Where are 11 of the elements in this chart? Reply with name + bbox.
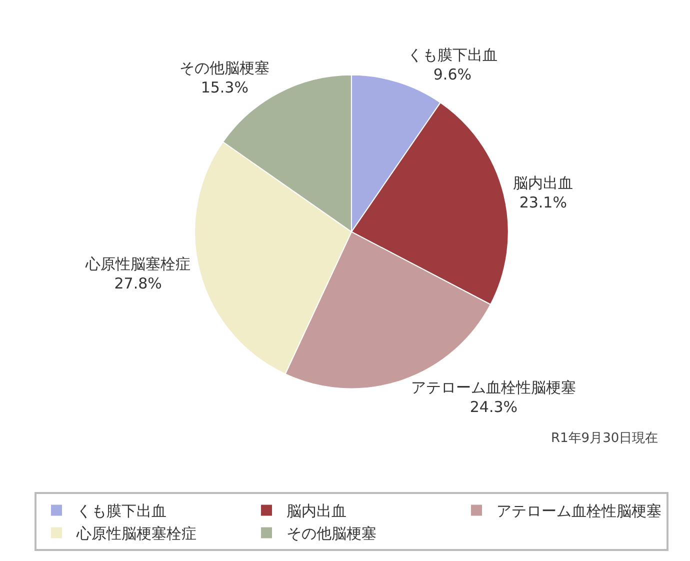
data-label: その他脳梗塞 15.3% xyxy=(180,59,270,97)
legend-label: アテローム血栓性脳梗塞 xyxy=(496,502,662,520)
data-label: くも膜下出血 9.6% xyxy=(407,46,498,84)
text: R1年9月30日現在 xyxy=(551,431,658,446)
legend-label: その他脳梗塞 xyxy=(286,524,376,543)
legend-label: 脳内出血 xyxy=(286,502,346,520)
data-label: 脳内出血 23.1% xyxy=(513,174,574,212)
legend-label: くも膜下出血 xyxy=(76,502,166,520)
legend-label: 心原性脳梗塞栓症 xyxy=(76,524,196,543)
data-label: アテローム血栓性脳梗塞 24.3% xyxy=(411,378,576,416)
data-label: 心原性脳塞栓症 27.8% xyxy=(84,254,191,292)
